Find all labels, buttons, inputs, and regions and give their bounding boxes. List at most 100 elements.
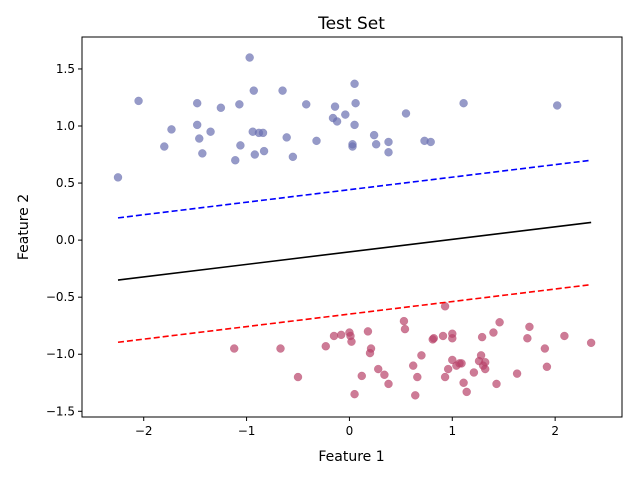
upper-margin-line xyxy=(117,159,592,219)
data-point xyxy=(540,344,550,353)
data-point xyxy=(560,331,569,341)
data-point xyxy=(400,324,410,334)
x-tick-label: 2 xyxy=(551,424,559,438)
y-tick-label: 0.5 xyxy=(56,176,75,190)
data-point xyxy=(477,332,487,342)
data-point xyxy=(417,351,426,360)
y-tick-label: 0.0 xyxy=(56,233,75,247)
data-point xyxy=(357,371,367,381)
x-tick-label: 0 xyxy=(346,424,354,438)
data-point xyxy=(369,130,379,140)
lower-margin-line xyxy=(117,283,592,344)
x-tick-label: −2 xyxy=(135,424,153,438)
series-1 xyxy=(229,302,596,400)
data-point xyxy=(236,141,245,150)
y-tick-label: −1.0 xyxy=(46,347,75,361)
data-point xyxy=(448,329,457,338)
data-point xyxy=(523,334,532,343)
data-point xyxy=(350,120,359,130)
data-point xyxy=(492,379,501,389)
data-point xyxy=(384,137,393,147)
data-point xyxy=(330,102,340,111)
y-tick-label: −1.5 xyxy=(46,404,75,418)
data-point xyxy=(195,134,204,143)
data-point xyxy=(206,127,215,136)
data-point xyxy=(288,152,298,162)
data-point xyxy=(469,368,479,377)
data-point xyxy=(459,378,468,388)
data-point xyxy=(542,362,552,372)
plot-area xyxy=(113,53,596,400)
data-point xyxy=(443,364,453,374)
data-point xyxy=(512,369,522,378)
data-point xyxy=(489,328,498,337)
data-point xyxy=(235,100,244,109)
data-point xyxy=(258,128,268,138)
data-point xyxy=(312,136,321,146)
data-point xyxy=(229,344,239,353)
data-point xyxy=(429,334,439,343)
data-point xyxy=(380,370,389,380)
data-point xyxy=(440,372,450,382)
data-point xyxy=(329,331,339,341)
data-point xyxy=(259,146,269,156)
data-point xyxy=(373,364,383,374)
data-point xyxy=(276,344,285,353)
x-axis-label: Feature 1 xyxy=(318,449,384,465)
data-point xyxy=(198,149,207,158)
data-point xyxy=(350,79,359,89)
data-point xyxy=(113,173,123,182)
data-point xyxy=(459,98,468,108)
decision-boundary-line xyxy=(117,221,592,281)
data-point xyxy=(134,96,143,106)
data-point xyxy=(399,316,409,326)
data-point xyxy=(245,53,254,62)
data-point xyxy=(341,110,350,119)
data-point xyxy=(438,331,448,341)
data-point xyxy=(384,148,393,157)
data-point xyxy=(384,379,393,389)
data-point xyxy=(448,355,457,365)
data-point xyxy=(351,98,360,108)
data-point xyxy=(192,120,202,130)
x-tick-label: −1 xyxy=(238,424,256,438)
x-axis: −2 −1 0 1 2 xyxy=(135,417,559,438)
data-point xyxy=(216,103,226,112)
x-tick-label: 1 xyxy=(448,424,456,438)
data-point xyxy=(363,327,373,336)
data-point xyxy=(278,86,287,95)
data-point xyxy=(321,342,331,351)
data-point xyxy=(332,117,342,126)
series-0 xyxy=(113,53,562,182)
data-point xyxy=(480,357,490,367)
data-point xyxy=(301,100,311,109)
y-tick-label: 1.5 xyxy=(56,62,75,76)
data-point xyxy=(525,322,534,332)
data-point xyxy=(586,338,596,348)
data-point xyxy=(282,133,291,142)
data-point xyxy=(293,372,303,382)
data-point xyxy=(476,351,486,360)
data-point xyxy=(192,98,202,108)
data-point xyxy=(167,125,176,134)
data-point xyxy=(411,391,420,400)
data-point xyxy=(160,142,169,151)
data-point xyxy=(336,330,346,340)
data-point xyxy=(408,361,418,370)
data-point xyxy=(231,155,240,165)
data-point xyxy=(552,101,562,110)
y-axis: −1.5 −1.0 −0.5 0.0 0.5 1.0 1.5 xyxy=(46,62,82,418)
data-point xyxy=(426,137,435,147)
plot-frame xyxy=(81,36,623,418)
data-point xyxy=(347,337,356,346)
data-point xyxy=(350,389,359,399)
data-point xyxy=(462,387,471,397)
data-point xyxy=(250,150,260,159)
data-point xyxy=(495,318,504,327)
chart-title: Test Set xyxy=(317,14,385,34)
data-point xyxy=(249,86,259,95)
data-point xyxy=(366,344,376,353)
y-axis-label: Feature 2 xyxy=(16,194,32,260)
data-point xyxy=(348,142,357,151)
